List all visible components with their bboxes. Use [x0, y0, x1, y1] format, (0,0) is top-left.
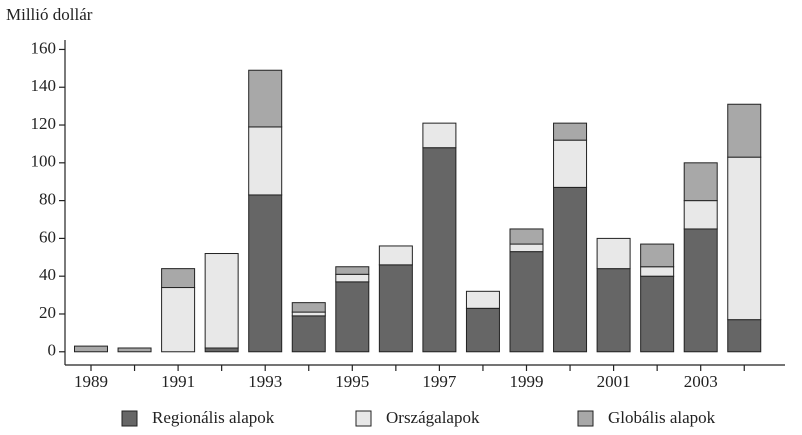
bar-segment	[553, 139, 588, 188]
x-tick-label: 1989	[74, 372, 108, 391]
bar-segment	[640, 266, 675, 277]
x-tick-label: 1997	[422, 372, 457, 391]
bar-segment	[335, 273, 370, 283]
bar-segment	[640, 243, 675, 268]
x-tick-label: 1991	[161, 372, 195, 391]
bar-segment	[553, 186, 588, 353]
y-tick-label: 20	[39, 303, 56, 322]
bar-segment	[465, 290, 500, 309]
bar-segment	[161, 287, 196, 353]
y-tick-label: 120	[31, 114, 57, 133]
y-tick-label: 140	[31, 76, 57, 95]
x-tick-label: 2003	[684, 372, 718, 391]
bar-segment	[74, 345, 108, 353]
legend-label: Globális alapok	[608, 408, 716, 427]
bar-segment	[248, 126, 283, 196]
bar-segment	[291, 311, 326, 317]
bar-segment	[509, 251, 544, 353]
bar-segment	[117, 347, 152, 353]
bar-segment	[683, 162, 718, 202]
bar-segment	[465, 307, 500, 353]
y-tick-label: 0	[48, 341, 57, 360]
y-tick-label: 40	[39, 265, 56, 284]
y-axis-label: Millió dollár	[6, 5, 93, 24]
y-tick-label: 80	[39, 190, 56, 209]
legend-swatch	[355, 410, 372, 427]
bar-segment	[291, 302, 326, 313]
legend-label: Országalapok	[386, 408, 480, 427]
bar-segment	[640, 275, 675, 353]
bar-segment	[727, 156, 762, 321]
bar-segment	[509, 228, 544, 245]
legend-label: Regionális alapok	[152, 408, 275, 427]
bar-segment	[161, 268, 196, 289]
x-tick-label: 1999	[510, 372, 544, 391]
y-tick-label: 60	[39, 227, 56, 246]
x-tick-label: 1993	[248, 372, 282, 391]
x-tick-label: 2001	[597, 372, 631, 391]
y-tick-label: 160	[31, 38, 57, 57]
y-tick-label: 100	[31, 152, 57, 171]
bar-segment	[683, 228, 718, 353]
bar-segment	[683, 200, 718, 230]
bar-segment	[204, 347, 239, 353]
bar-segment	[509, 243, 544, 253]
x-tick-label: 1995	[335, 372, 369, 391]
bar-segment	[727, 319, 762, 353]
bar-segment	[378, 245, 413, 266]
bar-segment	[596, 268, 631, 353]
bar-segment	[422, 122, 457, 149]
bar-segment	[335, 281, 370, 353]
legend-swatch	[121, 410, 138, 427]
bar-segment	[204, 253, 239, 349]
bar-segment	[553, 122, 588, 141]
bar-segment	[727, 103, 762, 158]
bar-segment	[248, 69, 283, 128]
bar-segment	[291, 315, 326, 353]
bar-segment	[596, 237, 631, 270]
bar-segment	[422, 147, 457, 353]
bar-segment	[335, 266, 370, 275]
bar-segment	[378, 264, 413, 353]
bar-segment	[248, 194, 283, 353]
legend-swatch	[577, 410, 594, 427]
